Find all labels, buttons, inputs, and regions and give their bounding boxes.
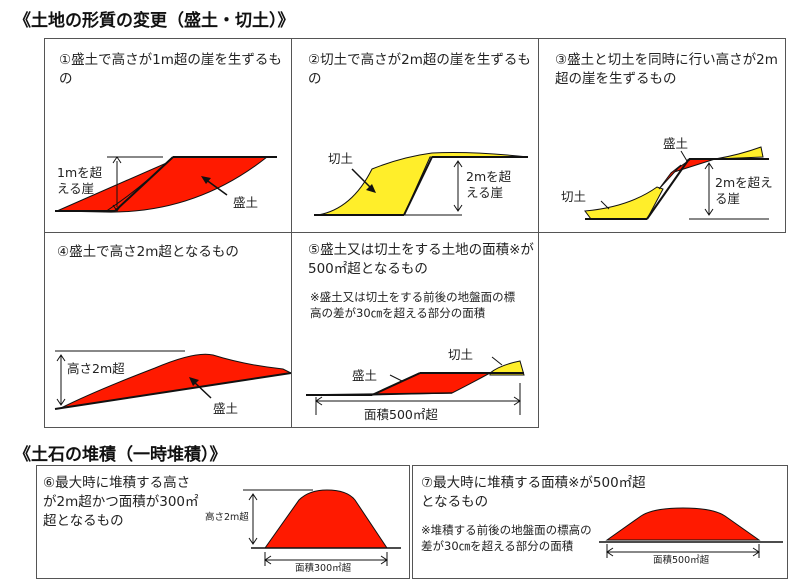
fill-label: 盛土	[663, 136, 689, 151]
panel-caption: ⑤盛土又は切土をする土地の面積※が500㎡超となるもの	[308, 242, 534, 277]
panel-2-cut-2m: ②切土で高さが2m超の崖を生ずるもの 切土 2mを超える崖	[291, 38, 539, 233]
panel-caption: ②切土で高さが2m超の崖を生ずるもの	[308, 52, 531, 87]
cut-label: 切土	[328, 151, 354, 166]
area-label: 面積300㎡超	[295, 563, 352, 574]
panel-7-stockpile-area: ⑦最大時に堆積する面積※が500㎡超となるもの ※堆積する前後の地盤面の標高の差…	[412, 465, 788, 579]
stockpile-area-diagram	[599, 507, 783, 558]
panel-note: ※盛土又は切土をする前後の地盤面の標高の差が30㎝を超える部分の面積	[310, 290, 516, 320]
section-title-soil-stockpile: 《土石の堆積（一時堆積）》	[14, 445, 227, 465]
panel-caption: ⑦最大時に堆積する面積※が500㎡超となるもの	[421, 475, 646, 510]
cut-label: 切土	[561, 189, 587, 204]
height-label: 2mを超える崖	[715, 175, 773, 206]
fill-label: 盛土	[213, 401, 239, 416]
panel-caption: ③盛土と切土を同時に行い高さが2m超の崖を生ずるもの	[555, 52, 778, 87]
area-label: 面積500㎡超	[653, 555, 710, 566]
cut-label: 切土	[448, 347, 474, 362]
fill-area-diagram	[305, 356, 525, 415]
fill-slope-diagram	[55, 156, 277, 213]
panel-caption: ①盛土で高さが1m超の崖を生ずるもの	[59, 52, 282, 87]
height-label: 1mを超える崖	[57, 165, 103, 196]
area-label: 面積500㎡超	[364, 407, 438, 422]
panel-4-fill-height-2m: ④盛土で高さ2m超となるもの 高さ2m超 盛土	[44, 232, 293, 428]
cut-slope-diagram	[314, 152, 529, 216]
panel-5-area-500: ⑤盛土又は切土をする土地の面積※が500㎡超となるもの ※盛土又は切土をする前後…	[291, 232, 539, 428]
section-title-land-change: 《土地の形質の変更（盛土・切土）》	[14, 11, 295, 31]
height-label: 高さ2m超	[67, 361, 125, 376]
height-label: 高さ2m超	[205, 512, 249, 523]
fill-label: 盛土	[352, 368, 378, 383]
panel-caption: ⑥最大時に堆積する高さが2m超かつ面積が300㎡超となるもの	[43, 475, 199, 529]
fill-and-cut-diagram	[584, 146, 769, 220]
panel-6-stockpile-height-area: ⑥最大時に堆積する高さが2m超かつ面積が300㎡超となるもの 高さ2m超 面積3…	[36, 465, 410, 579]
fill-label: 盛土	[233, 195, 259, 210]
panel-caption: ④盛土で高さ2m超となるもの	[57, 244, 239, 260]
fill-mound-diagram	[54, 350, 293, 410]
panel-3-fill-and-cut: ③盛土と切土を同時に行い高さが2m超の崖を生ずるもの 盛土 切土 2mを超える崖	[538, 38, 786, 233]
panel-note: ※堆積する前後の地盤面の標高の差が30㎝を超える部分の面積	[421, 523, 592, 553]
panel-1-fill-1m: ①盛土で高さが1m超の崖を生ずるもの 1mを超える崖 盛土	[44, 38, 292, 233]
stockpile-diagram	[243, 489, 401, 566]
height-label: 2mを超える崖	[466, 169, 512, 200]
